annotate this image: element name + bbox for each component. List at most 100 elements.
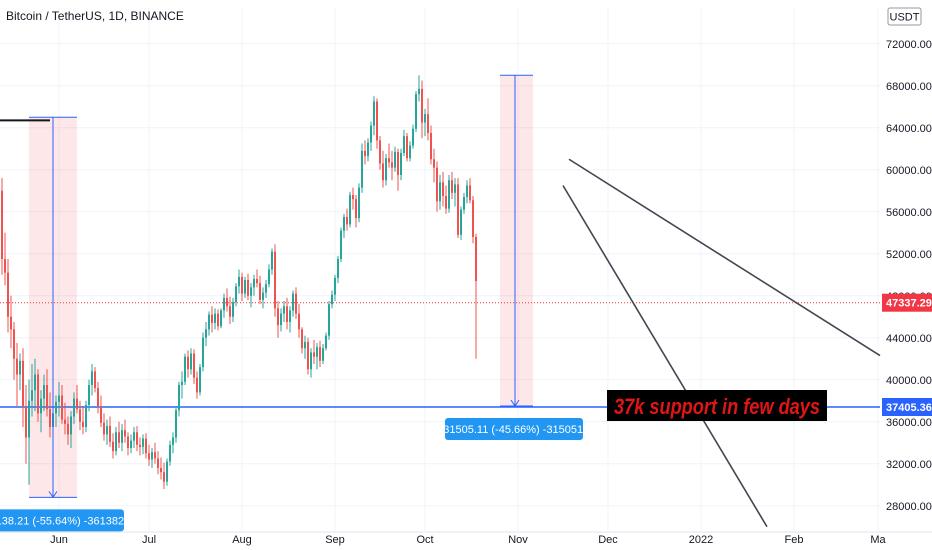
candle-body [226,297,228,307]
candle-body [328,304,330,336]
measurement-arrowhead [510,399,520,407]
currency-badge[interactable]: USDT [887,7,922,26]
candle-body [316,347,318,357]
candle [466,180,468,204]
candle [13,322,15,380]
candle [103,413,105,441]
candle-body [4,259,6,273]
candle-body [10,316,12,330]
candle-body [277,308,279,326]
candle [463,192,465,214]
upper-descending-trendline[interactable] [568,158,881,357]
candle [31,364,33,417]
support-price-tag-text: 37405.36 [886,402,932,414]
candle-body [355,199,357,219]
candle-body [19,360,21,375]
price-tags: 47337.29 37405.36 [882,293,932,416]
candle-body [121,430,123,443]
candle [220,308,222,329]
candle-body [451,180,453,193]
candle-body [271,251,273,270]
candle [181,371,183,399]
candle [112,433,114,459]
candle-body [151,452,153,460]
candle [160,457,162,480]
candle-body [145,438,147,454]
candle [328,301,330,340]
candle [250,283,252,308]
time-axis[interactable]: Jun Jul Aug Sep Oct Nov Dec 2022 Feb Ma [50,534,886,546]
lower-descending-trendline[interactable] [562,185,768,528]
candle-body [268,269,270,285]
candle [154,442,156,464]
annotation-box[interactable]: 37k support in few days [607,390,827,421]
candle [298,304,300,338]
candle-body [475,236,477,282]
candle-body [448,180,450,209]
candle-body [403,136,405,153]
candle-body [160,467,162,473]
candle [115,427,117,456]
candle [289,306,291,333]
candle-body [190,353,192,370]
candle [301,327,303,354]
candle-body [472,200,474,237]
candle [130,434,132,454]
candle-body [232,302,234,317]
candle [199,364,201,396]
candle [322,344,324,364]
candle-body [28,400,30,438]
candle [85,400,87,433]
candle-body [154,452,156,459]
candle [241,272,243,301]
candle-body [217,313,219,327]
candle [451,171,453,200]
candle-body [238,276,240,287]
candle [25,385,27,464]
y-tick-label: 72000.00 [886,39,932,51]
candle-body [130,440,132,448]
candle-body [274,251,276,309]
candle [76,385,78,414]
candle-body [349,194,351,225]
candle-body [367,142,369,157]
candle-body [37,374,39,414]
candle-body [46,385,48,410]
candle [94,367,96,393]
x-tick-label: Sep [325,534,345,546]
candle [286,297,288,330]
measurement-label: -36138.21 (-55.64%) -3613821 [0,515,130,527]
candle-body [241,276,243,294]
candle-body [169,444,171,462]
candle [79,400,81,431]
candle-body [307,341,309,370]
candle [418,75,420,102]
current-price-tag-bg [882,293,932,312]
candle-body [400,152,402,175]
chart-title: Bitcoin / TetherUS, 1D, BINANCE [6,9,184,23]
candle-body [166,461,168,482]
candle [358,183,360,223]
currency-badge-border [887,7,922,26]
candle-body [340,230,342,259]
x-tick-label: Jun [50,534,68,546]
candle-body [298,313,300,330]
candle-body [322,348,324,361]
candle-body [376,101,378,141]
annotation-background [607,390,827,421]
candle [244,276,246,298]
grid-lines [0,8,932,533]
candle [169,440,171,466]
candle [226,288,228,312]
candle [151,448,153,468]
candle [355,194,357,228]
candle-body [79,409,81,422]
candle-body [25,406,27,438]
candle [82,406,84,435]
candle-body [199,367,201,393]
price-axis[interactable]: 28000.00 32000.00 36000.00 40000.00 44000.00… [886,39,932,513]
candle-body [214,313,216,324]
candle [190,348,192,375]
candle [361,143,363,193]
